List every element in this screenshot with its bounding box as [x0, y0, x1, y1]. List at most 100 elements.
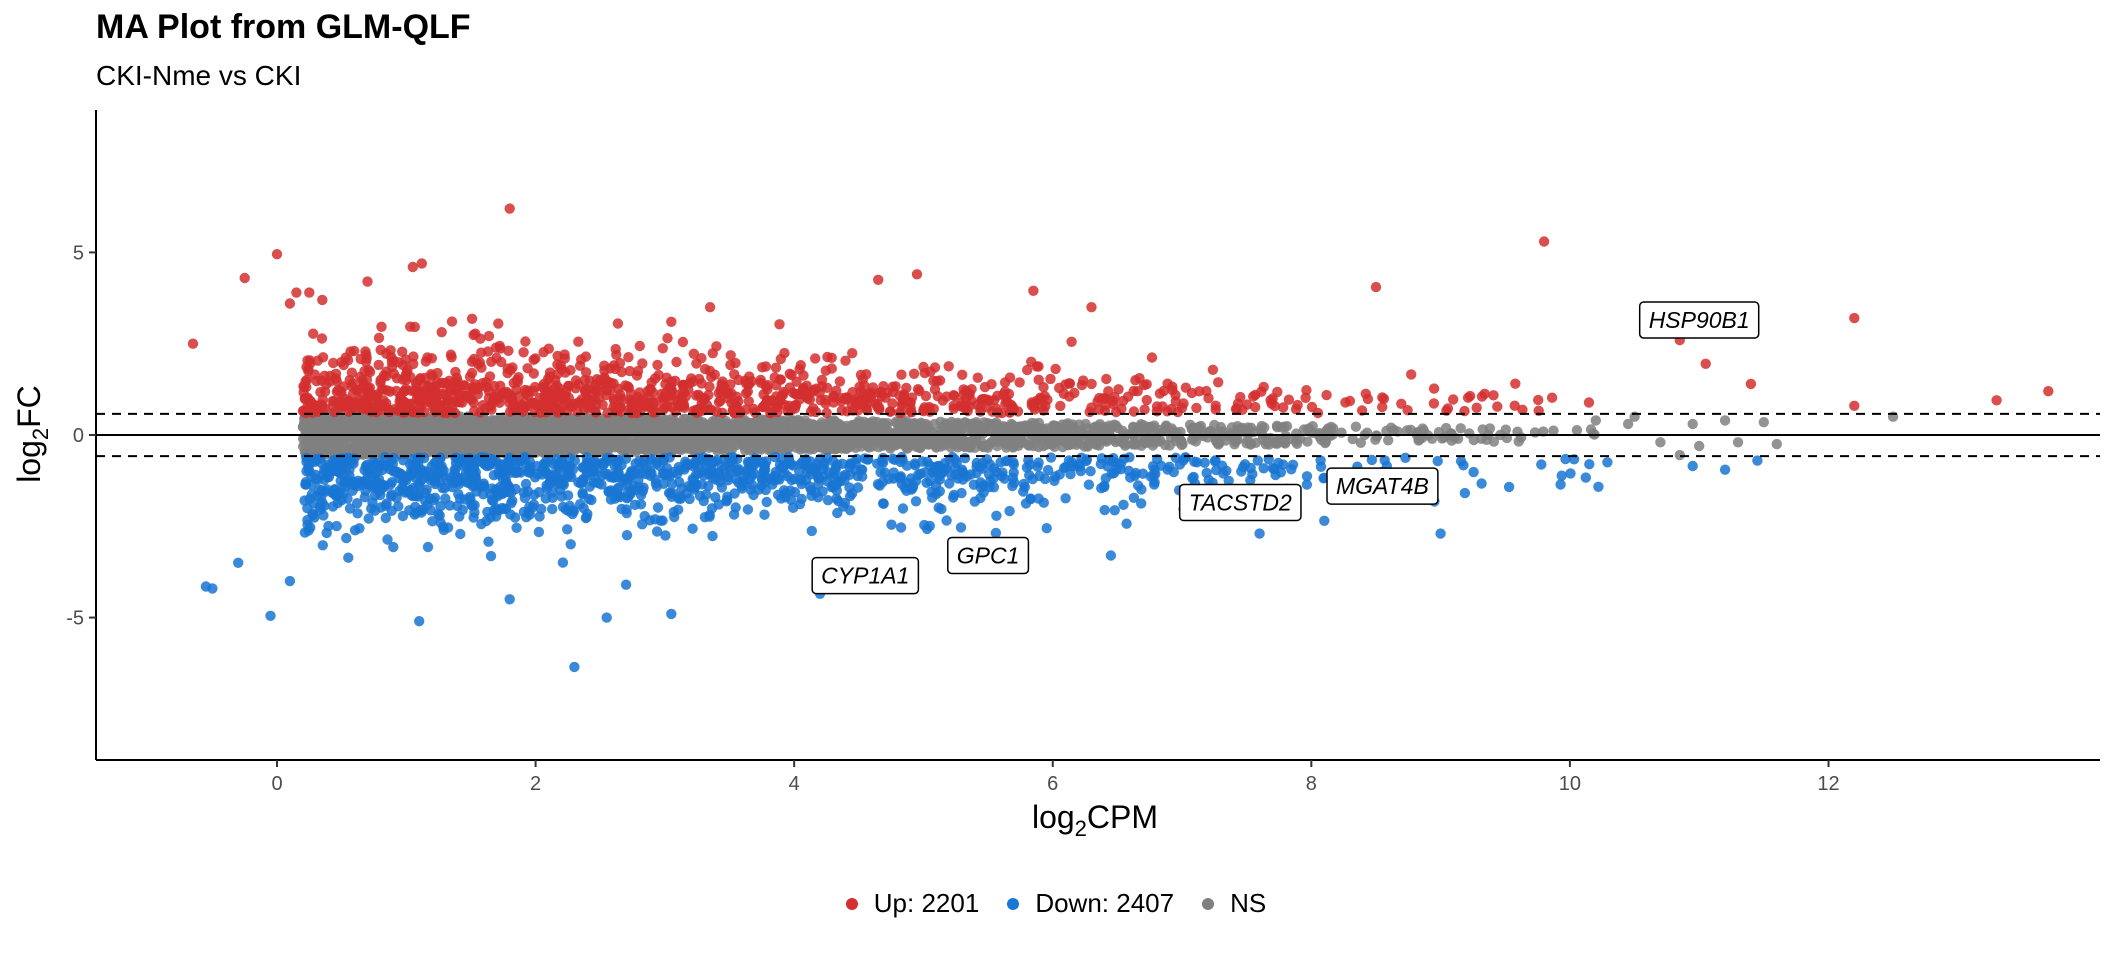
point-up: [1442, 403, 1454, 414]
point-ns: [512, 446, 523, 457]
point-up: [676, 392, 687, 403]
point-up: [653, 369, 664, 381]
point-up: [1213, 377, 1224, 388]
point-up: [677, 336, 689, 348]
point-up: [652, 359, 663, 371]
point-up: [404, 403, 415, 414]
point-up: [711, 341, 722, 352]
point-up: [964, 401, 975, 412]
point-up: [495, 343, 506, 354]
point-up: [743, 396, 754, 407]
point-ns: [398, 424, 410, 436]
point-up: [715, 395, 726, 407]
point-up: [391, 373, 403, 384]
point-ns: [558, 433, 569, 445]
point-up: [614, 389, 626, 400]
point-ns: [524, 420, 535, 431]
point-up: [1201, 385, 1212, 397]
point-ns: [1021, 420, 1033, 431]
point-up: [1146, 352, 1158, 363]
point-up: [308, 328, 319, 339]
point-ns: [834, 434, 846, 445]
points-layer: [187, 203, 2054, 673]
point-up: [964, 388, 975, 400]
point-ns: [1232, 434, 1243, 445]
point-up: [1151, 401, 1163, 412]
point-up: [908, 368, 920, 379]
point-up: [436, 327, 447, 338]
point-up: [507, 362, 518, 373]
point-ns: [1101, 436, 1112, 447]
point-up: [725, 379, 736, 390]
point-ns: [573, 414, 584, 425]
point-up: [401, 367, 412, 378]
point-ns: [497, 421, 508, 432]
point-down: [422, 541, 434, 553]
point-up: [1128, 406, 1140, 417]
point-ns: [1064, 420, 1075, 431]
point-up: [1076, 379, 1088, 391]
point-ns: [467, 436, 479, 447]
point-ns: [1176, 436, 1187, 447]
point-up: [1250, 401, 1261, 413]
point-up: [612, 318, 624, 329]
point-up: [1028, 398, 1039, 410]
point-up: [409, 321, 420, 333]
point-down: [1301, 479, 1313, 490]
point-up: [466, 313, 478, 324]
point-down: [565, 539, 576, 550]
point-up: [998, 389, 1009, 400]
point-up: [734, 407, 745, 418]
point-up: [486, 356, 497, 367]
point-down: [1149, 479, 1160, 490]
point-ns: [388, 425, 399, 436]
point-up: [896, 369, 907, 380]
point-up: [760, 361, 772, 372]
point-down: [452, 500, 463, 512]
point-ns: [493, 447, 504, 458]
point-up: [1476, 391, 1488, 402]
point-ns: [691, 435, 702, 446]
point-ns: [656, 418, 668, 429]
point-up: [1170, 396, 1182, 407]
point-up: [359, 365, 370, 377]
point-ns: [1588, 428, 1599, 439]
point-up: [378, 395, 389, 406]
point-up: [1301, 385, 1312, 396]
point-up: [336, 400, 347, 411]
point-ns: [443, 438, 454, 449]
point-up: [1014, 377, 1025, 388]
point-down: [968, 479, 980, 490]
point-ns: [570, 427, 581, 438]
point-up: [1533, 394, 1544, 406]
point-up: [555, 390, 566, 401]
point-up: [319, 386, 331, 397]
point-ns: [1084, 434, 1095, 445]
point-up: [373, 359, 384, 371]
point-down: [1301, 471, 1313, 482]
point-up: [688, 348, 699, 359]
point-up: [775, 395, 786, 406]
point-ns: [961, 436, 972, 447]
point-ns: [390, 441, 402, 452]
point-ns: [756, 427, 768, 439]
point-up: [744, 378, 755, 390]
point-up: [517, 406, 528, 417]
point-up: [666, 376, 677, 387]
point-up: [331, 375, 342, 387]
point-ns: [774, 427, 785, 439]
point-up: [1488, 390, 1499, 401]
point-up: [591, 383, 603, 395]
point-up: [422, 352, 433, 363]
point-ns: [1383, 435, 1394, 446]
point-up: [1492, 401, 1503, 412]
point-up: [683, 384, 694, 395]
point-ns: [1347, 433, 1358, 445]
point-down: [341, 532, 352, 544]
point-down: [483, 536, 494, 547]
point-up: [820, 398, 831, 409]
point-up: [1546, 392, 1558, 403]
point-ns: [763, 421, 774, 432]
point-down: [1199, 457, 1210, 468]
point-up: [1141, 379, 1152, 390]
